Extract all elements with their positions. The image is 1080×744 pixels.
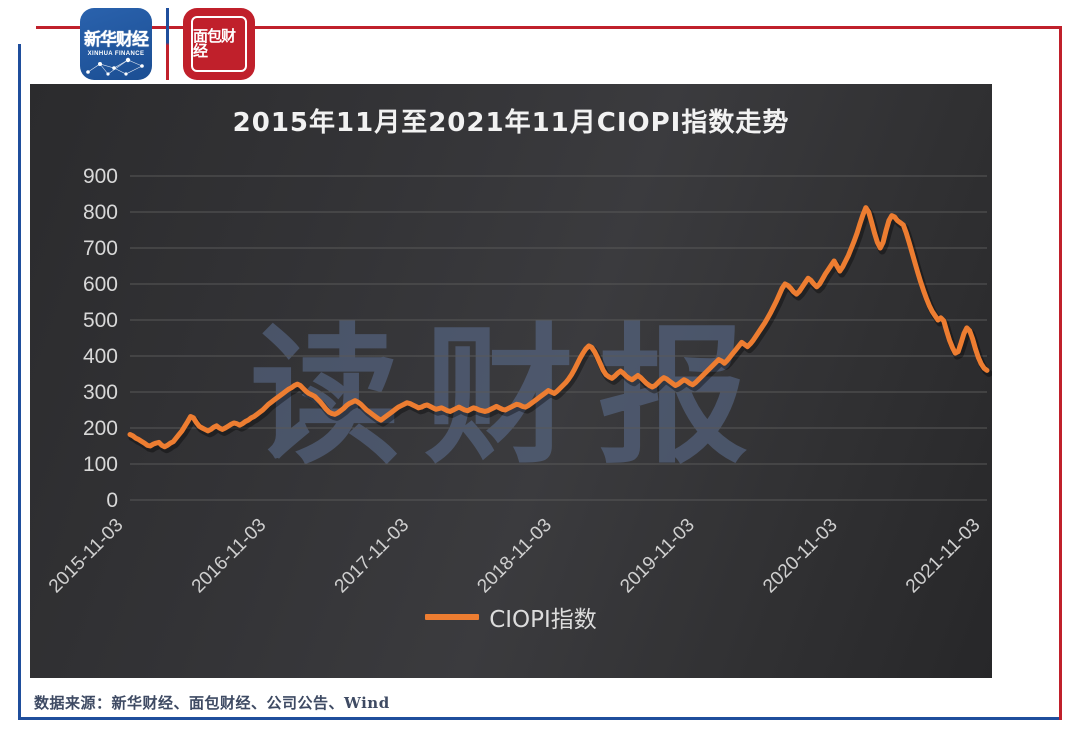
x-axis-tick-label: 2017-11-03 [331,515,414,598]
x-axis-tick-label: 2018-11-03 [473,515,556,598]
x-axis-tick-label: 2016-11-03 [188,515,271,598]
y-axis-tick-label: 500 [83,309,118,332]
legend-color-swatch [425,614,480,620]
x-axis-tick-label: 2019-11-03 [616,515,699,598]
xinhua-logo-cn-text: 新华财经 [84,29,149,50]
chart-legend: CIOPI指数 [30,600,992,634]
y-axis-tick-label: 200 [83,417,118,440]
line-chart-plot: 900 800 700 600 500 400 300 200 100 0 2015-11-03 20… [45,165,992,598]
mianbao-logo-cn-text: 面包财经 [191,16,247,72]
x-axis-tick-label: 2021-11-03 [902,515,985,598]
logo-bar: 新华财经 XINHUA FINANCE 面包财经 [80,8,255,80]
y-axis-tick-label: 100 [83,453,118,476]
mianbao-finance-logo: 面包财经 [183,8,255,80]
x-axis-tick-label: 2015-11-03 [45,515,128,598]
logo-divider [166,8,169,80]
chart-title: 2015年11月至2021年11月CIOPI指数走势 [232,108,790,138]
chart-panel: 2015年11月至2021年11月CIOPI指数走势 读财报 900 800 700… [30,84,992,678]
network-dots-icon [86,57,144,76]
y-axis-tick-label: 400 [83,345,118,368]
xinhua-finance-logo: 新华财经 XINHUA FINANCE [80,8,152,80]
xinhua-logo-en-text: XINHUA FINANCE [87,50,145,57]
y-axis-tick-label: 0 [106,489,118,512]
y-axis-tick-label: 300 [83,381,118,404]
y-axis-tick-label: 800 [83,201,118,224]
watermark-text: 读财报 [249,310,773,485]
legend-label: CIOPI指数 [489,607,597,633]
x-axis-tick-label: 2020-11-03 [759,515,842,598]
y-axis-tick-label: 700 [83,237,118,260]
source-note: 数据来源：新华财经、面包财经、公司公告、Wind [34,694,390,712]
series-line-shadow [128,207,992,454]
y-axis-tick-label: 600 [83,273,118,296]
series-line-ciopi [127,205,990,450]
y-axis-tick-label: 900 [83,165,118,188]
